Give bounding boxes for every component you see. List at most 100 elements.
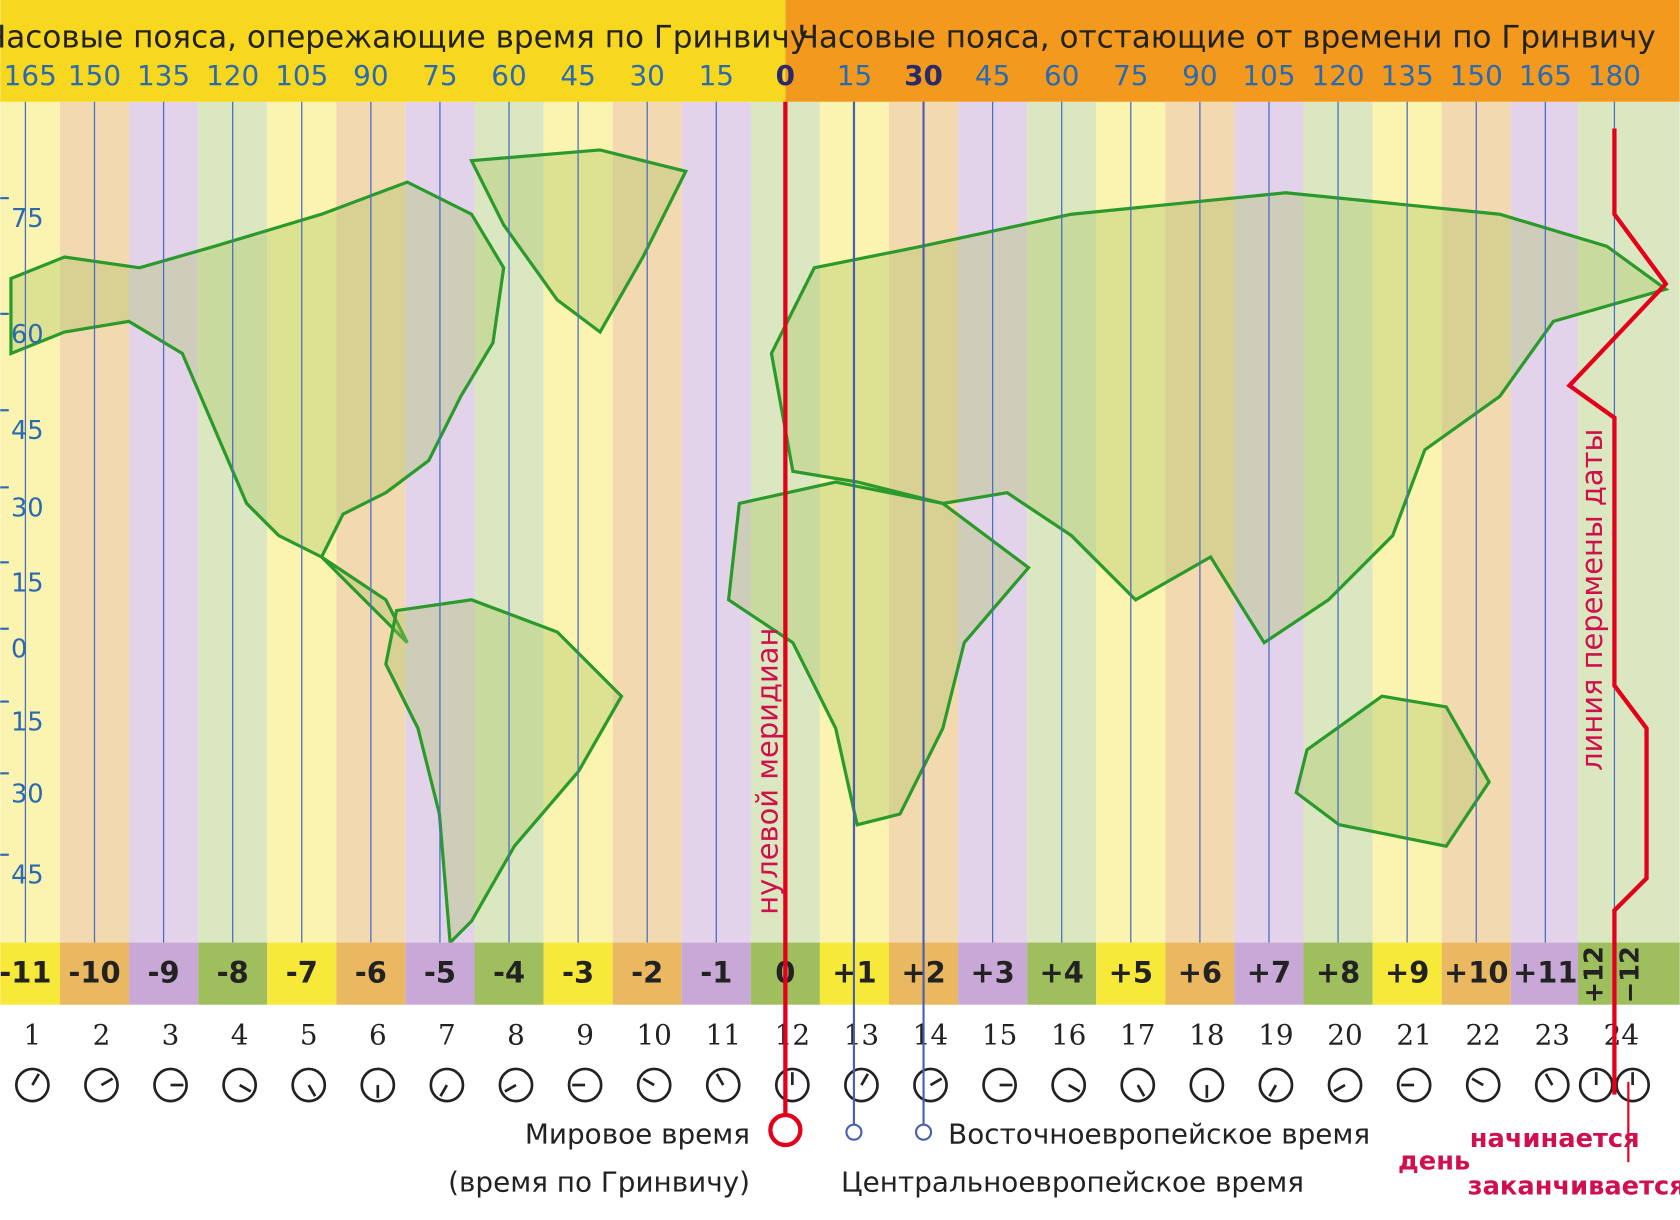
- legend-text: Мировое время: [525, 1117, 750, 1150]
- hour-label: 17: [1120, 1018, 1155, 1051]
- zone-band: [336, 942, 406, 1005]
- latitude-label: 15: [11, 568, 44, 598]
- latitude-label: 45: [11, 416, 44, 446]
- clock-hand: [1471, 1077, 1484, 1087]
- longitude-label: 15: [837, 59, 872, 92]
- longitude-label: 120: [1312, 59, 1365, 92]
- zone-band: [1612, 942, 1680, 1005]
- hour-label: 24: [1604, 1018, 1639, 1051]
- hour-label: 8: [507, 1018, 525, 1051]
- zone-band: [543, 942, 613, 1005]
- clock: [1465, 1067, 1501, 1103]
- zone-label: -10: [68, 956, 120, 990]
- hour-label: 21: [1396, 1018, 1431, 1051]
- zone-band: [612, 942, 682, 1005]
- header-title: Часовые пояса, опережающие время по Грин…: [0, 20, 808, 56]
- date-line: [1566, 128, 1669, 1095]
- zone-label: +4: [1040, 956, 1084, 990]
- hour-label: 15: [982, 1018, 1017, 1051]
- clock-hand: [1268, 1084, 1278, 1097]
- hour-label: 22: [1465, 1018, 1500, 1051]
- meridian-marker: [768, 1112, 803, 1148]
- clock-hand: [715, 1073, 725, 1086]
- hour-label: 11: [706, 1018, 741, 1051]
- longitude-label: 90: [353, 59, 388, 92]
- longitude-label: 150: [1450, 59, 1503, 92]
- continents: [9, 148, 1670, 947]
- legend-text: Центральноевропейское время: [841, 1166, 1304, 1199]
- latitude-label: 60: [11, 320, 44, 350]
- clock-hand: [642, 1077, 655, 1087]
- clock-hand: [1068, 1083, 1081, 1093]
- zone-band: [958, 942, 1028, 1005]
- longitude-label: 60: [491, 59, 526, 92]
- legend-begins: начинается: [1470, 1124, 1640, 1154]
- zone-label: +12: [1580, 946, 1610, 1003]
- hour-label: 16: [1051, 1018, 1086, 1051]
- hour-label: 13: [844, 1018, 879, 1051]
- longitude-label: 0: [776, 59, 795, 92]
- clock: [844, 1067, 879, 1103]
- latitude-label: 15: [11, 708, 44, 738]
- zone-label: -3: [562, 956, 594, 990]
- zone-label: -6: [355, 956, 387, 990]
- longitude-label: 15: [699, 59, 734, 92]
- longitude-label: 165: [4, 59, 57, 92]
- hour-label: 1: [24, 1018, 42, 1051]
- zone-label: -11: [0, 956, 52, 990]
- hour-label: 18: [1189, 1018, 1224, 1051]
- hour-label: 5: [300, 1018, 318, 1051]
- longitude-label: 105: [1242, 59, 1295, 92]
- hour-label: 9: [576, 1018, 594, 1051]
- zone-label: −12: [1616, 946, 1646, 1003]
- latitude-label: 0: [11, 635, 27, 665]
- zone-label: +11: [1513, 956, 1577, 990]
- clock: [14, 1067, 50, 1103]
- hour-label: 6: [369, 1018, 387, 1051]
- clock-hand: [504, 1083, 517, 1093]
- zone-band: [267, 942, 337, 1005]
- latitude-label: 45: [11, 861, 44, 891]
- cet-marker: [845, 1123, 863, 1141]
- longitude-label: 75: [1113, 59, 1148, 92]
- clock-hand: [1333, 1083, 1346, 1093]
- clock-hand: [1136, 1084, 1146, 1097]
- zone-label: +10: [1444, 956, 1508, 990]
- zone-label: +3: [970, 956, 1014, 990]
- date-line-label: линия перемены даты: [1575, 429, 1609, 771]
- zone-band: [0, 942, 60, 1005]
- longitude-label: 135: [1381, 59, 1434, 92]
- zone-band: [198, 942, 268, 1005]
- header-title: Часовые пояса, отстающие от времени по Г…: [798, 20, 1656, 56]
- zone-label: -1: [700, 956, 732, 990]
- clock-hand: [31, 1073, 40, 1086]
- zone-band: [1441, 942, 1511, 1005]
- longitude-label: 120: [206, 59, 259, 92]
- zone-band: [1372, 942, 1442, 1005]
- legend-text: Восточноевропейское время: [948, 1117, 1370, 1150]
- hour-label: 3: [162, 1018, 180, 1051]
- legend-ends: заканчивается: [1468, 1171, 1680, 1201]
- zone-band: [1165, 942, 1235, 1005]
- zone-label: +9: [1385, 956, 1429, 990]
- hour-label: 14: [913, 1018, 948, 1051]
- hour-label: 2: [93, 1018, 111, 1051]
- zone-band: [1096, 942, 1166, 1005]
- longitude-label: 30: [629, 59, 664, 92]
- clock: [84, 1067, 119, 1103]
- clock-hand: [439, 1084, 449, 1097]
- hour-label: 23: [1535, 1018, 1570, 1051]
- zone-band: [1303, 942, 1373, 1005]
- header-left: [0, 0, 786, 102]
- latitude-label: 75: [11, 204, 44, 234]
- hour-label: 4: [231, 1018, 249, 1051]
- hour-label: 19: [1258, 1018, 1293, 1051]
- zone-band: [681, 942, 751, 1005]
- zone-band: [129, 942, 199, 1005]
- zone-band: [59, 942, 130, 1005]
- longitude-label: 75: [422, 59, 457, 92]
- header-right: [785, 0, 1680, 102]
- clock: [636, 1067, 672, 1103]
- clock-hand: [929, 1077, 943, 1087]
